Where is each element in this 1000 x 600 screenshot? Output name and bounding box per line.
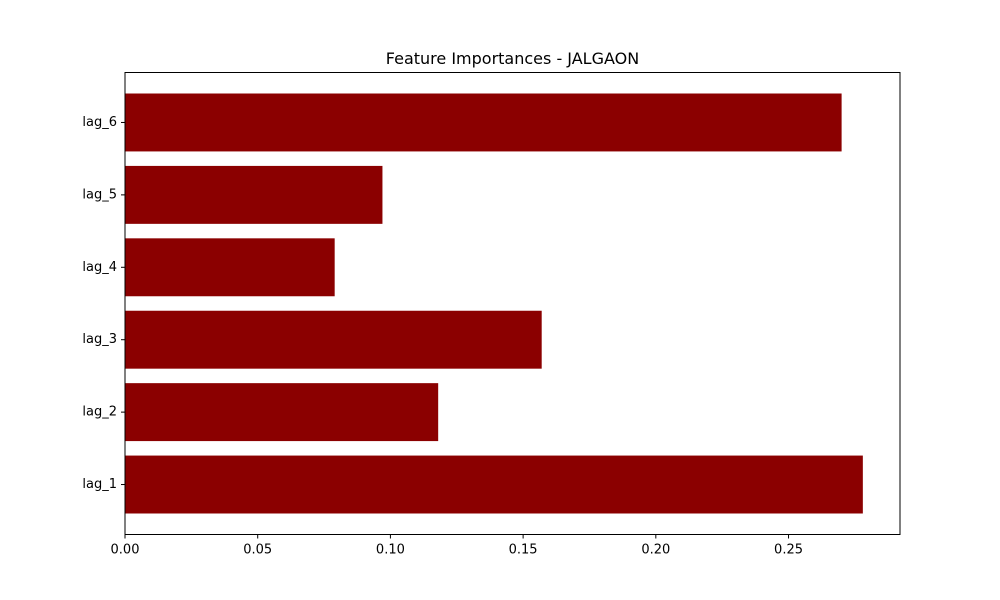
x-tick-label: 0.25: [774, 543, 803, 558]
y-tick-label-lag_1: lag_1: [82, 477, 117, 492]
bars-group: [125, 93, 863, 514]
bar-lag_1: [125, 455, 863, 514]
chart-title: Feature Importances - JALGAON: [386, 49, 639, 68]
y-axis-ticks: lag_1 lag_2 lag_3 lag_4 lag_5 lag_6: [82, 115, 125, 492]
bar-lag_4: [125, 238, 335, 297]
x-tick-label: 0.15: [509, 543, 538, 558]
y-tick-label-lag_2: lag_2: [82, 405, 117, 420]
bar-lag_6: [125, 93, 842, 152]
bar-lag_2: [125, 383, 439, 442]
bar-lag_5: [125, 165, 383, 224]
y-tick-label-lag_6: lag_6: [82, 115, 117, 130]
x-tick-label: 0.10: [376, 543, 405, 558]
plot-frame: [124, 72, 901, 535]
y-tick-label-lag_4: lag_4: [82, 260, 117, 275]
bar-lag_3: [125, 310, 542, 369]
y-tick-label-lag_5: lag_5: [82, 187, 117, 202]
x-tick-label: 0.20: [641, 543, 670, 558]
x-tick-label: 0.00: [111, 543, 140, 558]
y-tick-label-lag_3: lag_3: [82, 332, 117, 347]
x-tick-label: 0.05: [243, 543, 272, 558]
x-axis-ticks: 0.00 0.05 0.10 0.15 0.20 0.25: [111, 534, 803, 558]
